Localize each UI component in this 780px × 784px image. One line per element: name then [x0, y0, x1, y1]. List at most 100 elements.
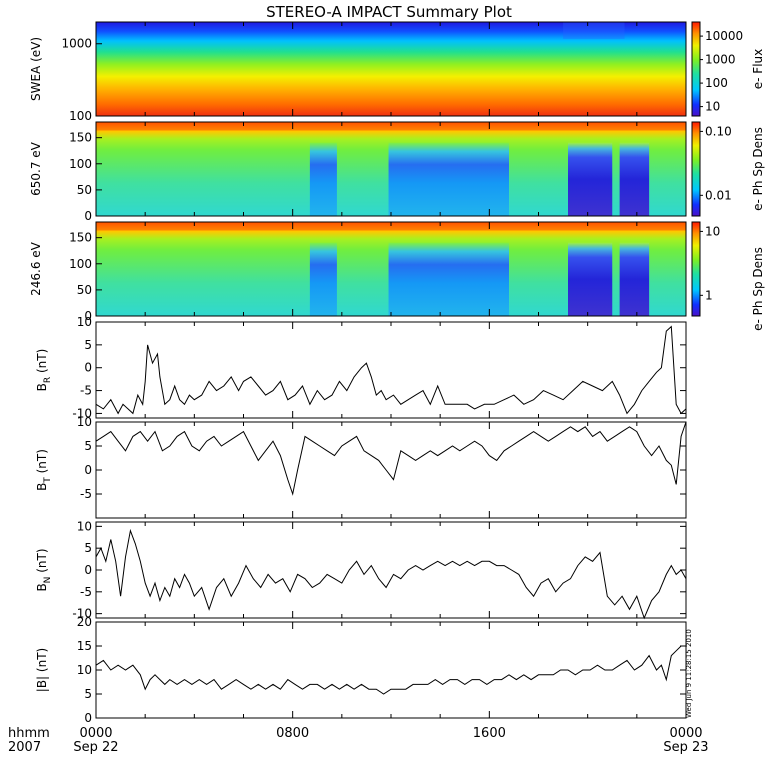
y-tick-label: -10 — [72, 607, 92, 621]
y-axis-label: 246.6 eV — [29, 241, 43, 296]
y-label-subscript: N — [43, 577, 53, 584]
time-tick-label: 0000 — [669, 726, 702, 741]
panel-frame — [95, 521, 687, 619]
panel-frame — [95, 321, 687, 419]
y-tick-label: 50 — [77, 283, 92, 297]
colorbar-tick-label: 1 — [705, 288, 713, 302]
colorbar-label: e- Ph Sp Dens — [751, 127, 765, 211]
swea-spectrogram — [96, 22, 686, 116]
series-line — [95, 325, 687, 415]
colorbar-tick-label: 10 — [705, 224, 720, 238]
colorbar-tick-label: 0.10 — [705, 124, 732, 138]
y-label-main: |B| — [35, 676, 49, 692]
y-label-unit: (nT) — [35, 648, 49, 676]
year-label: 2007 — [8, 740, 41, 755]
y-tick-label: 0 — [84, 711, 92, 725]
y-tick-label: -5 — [80, 384, 92, 398]
y-tick-label: 100 — [69, 157, 92, 171]
y-label-main: B — [35, 483, 49, 491]
y-label-unit: (nT) — [35, 548, 49, 576]
panel-6: -10 -5 0 5 10 BN (nT) — [35, 519, 687, 621]
y-axis-label: BN (nT) — [35, 548, 53, 591]
depletion-band — [388, 142, 509, 216]
y-label-subscript: R — [43, 377, 53, 383]
y-tick-label: 0 — [84, 209, 92, 223]
y-tick-label: 5 — [84, 439, 92, 453]
y-tick-label: 5 — [84, 541, 92, 555]
depletion-band — [619, 242, 650, 316]
depletion-band — [309, 142, 337, 216]
panel-5: -5 0 5 10 BT (nT) — [35, 415, 687, 519]
y-tick-label: 1000 — [61, 37, 92, 51]
swea-flux-variation — [563, 22, 625, 39]
hhmm-label: hhmm — [8, 726, 50, 741]
y-tick-label: 10 — [77, 663, 92, 677]
depletion-band — [568, 142, 613, 216]
series-line — [95, 421, 687, 496]
y-axis-label: BT (nT) — [35, 449, 53, 491]
y-tick-label: -5 — [80, 585, 92, 599]
y-tick-label: 0 — [84, 309, 92, 323]
high-pitch-edge — [96, 222, 686, 231]
series-line — [95, 528, 687, 620]
high-pitch-edge — [96, 122, 686, 131]
panel-3: 0 50 100 150 246.6 eV 1 10 e- Ph Sp Dens — [29, 221, 765, 331]
y-label-main: B — [35, 583, 49, 591]
y-tick-label: 100 — [69, 257, 92, 271]
panel-frame — [95, 621, 687, 719]
panel-frame — [95, 421, 687, 519]
y-label-unit: (nT) — [35, 349, 49, 377]
y-tick-label: 10 — [77, 519, 92, 533]
y-tick-label: 0 — [84, 563, 92, 577]
y-axis-label: 650.7 eV — [29, 141, 43, 196]
colorbar-label: e- Ph Sp Dens — [751, 247, 765, 331]
time-tick-label: 0800 — [276, 726, 309, 741]
colorbar — [691, 121, 701, 217]
y-tick-label: 150 — [69, 231, 92, 245]
y-label-unit: (nT) — [35, 449, 49, 477]
y-axis-label: SWEA (eV) — [29, 37, 43, 101]
series-line — [95, 645, 686, 695]
generation-timestamp: Wed Jun 9 11:28:15 2010 — [685, 629, 693, 718]
panel-2: 0 50 100 150 650.7 eV 0.01 0.10 e- Ph Sp Dens — [29, 121, 765, 223]
y-label-subscript: T — [43, 477, 53, 484]
colorbar — [691, 221, 701, 317]
y-tick-label: 150 — [69, 131, 92, 145]
y-tick-label: 15 — [77, 639, 92, 653]
colorbar-label: e- Flux — [751, 49, 765, 89]
colorbar-tick-label: 0.01 — [705, 188, 732, 202]
depletion-band — [568, 242, 613, 316]
plot-title: STEREO-A IMPACT Summary Plot — [266, 3, 512, 21]
panel-7: 0 5 10 15 20 |B| (nT) — [35, 615, 687, 725]
depletion-band — [309, 242, 337, 316]
panel-4: -10 -5 0 5 10 BR (nT) — [35, 315, 687, 420]
y-tick-label: 0 — [84, 463, 92, 477]
y-tick-label: 5 — [84, 687, 92, 701]
y-tick-label: 50 — [77, 183, 92, 197]
y-tick-label: -5 — [80, 487, 92, 501]
colorbar-tick-label: 10 — [705, 100, 720, 114]
depletion-band — [388, 242, 509, 316]
date-tick-label: Sep 23 — [663, 740, 708, 755]
colorbar-tick-label: 100 — [705, 76, 728, 90]
time-tick-label: 1600 — [473, 726, 506, 741]
date-tick-label: Sep 22 — [73, 740, 118, 755]
colorbar-tick-label: 10000 — [705, 29, 743, 43]
colorbar — [691, 21, 701, 117]
y-tick-label: 20 — [77, 615, 92, 629]
y-axis-label: |B| (nT) — [35, 648, 49, 692]
time-tick-label: 0000 — [79, 726, 112, 741]
depletion-band — [619, 142, 650, 216]
panel-1: 100 1000 SWEA (eV) 10 100 1000 10000 e- Flux — [29, 21, 765, 123]
y-tick-label: 10 — [77, 315, 92, 329]
y-tick-label: 5 — [84, 338, 92, 352]
y-axis-label: BR (nT) — [35, 349, 53, 392]
colorbar-tick-label: 1000 — [705, 53, 736, 67]
y-tick-label: 0 — [84, 361, 92, 375]
y-label-main: B — [35, 383, 49, 391]
y-tick-label: 100 — [69, 109, 92, 123]
